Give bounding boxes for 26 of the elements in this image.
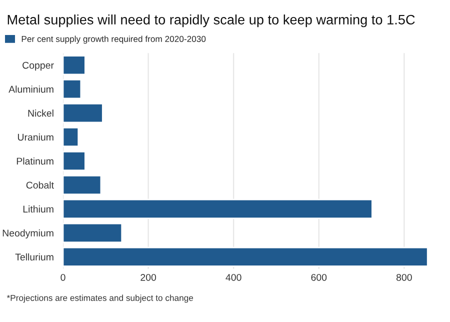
x-tick-label: 200 <box>140 274 156 281</box>
bar <box>63 174 102 196</box>
bar <box>63 198 373 219</box>
x-tick-label: 600 <box>311 274 327 281</box>
x-tick-label: 400 <box>226 274 242 281</box>
y-tick-label: Tellurium <box>15 253 54 261</box>
bar <box>63 79 82 100</box>
y-tick-label: Nickel <box>28 110 54 117</box>
y-tick-label: Neodymium <box>2 229 54 238</box>
y-tick-label: Uranium <box>18 134 54 141</box>
y-tick-label: Platinum <box>16 157 54 165</box>
bar <box>63 126 80 148</box>
y-tick-label: Aluminium <box>8 86 54 93</box>
y-tick-label: Copper <box>22 62 54 71</box>
y-tick-label: Lithium <box>23 205 54 213</box>
text: *Projections are estimates and subject to change <box>6 294 194 303</box>
bar <box>63 103 104 124</box>
bar <box>63 222 123 243</box>
legend-label: Per cent supply growth required from 2020-2030 <box>22 36 206 44</box>
bar <box>63 150 86 172</box>
x-tick-label: 0 <box>60 274 66 281</box>
bar <box>63 55 86 76</box>
x-tick-label: 800 <box>396 274 412 281</box>
bar <box>63 246 428 267</box>
y-tick-label: Cobalt <box>26 181 54 189</box>
chart-title: Metal supplies will need to rapidly scale up to keep warming to 1.5C <box>8 14 415 28</box>
